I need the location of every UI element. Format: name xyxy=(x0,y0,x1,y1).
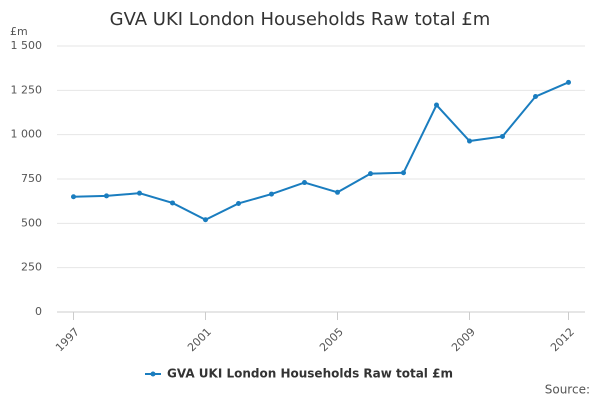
y-tick-label: 750 xyxy=(21,172,42,185)
point xyxy=(137,190,142,196)
legend-label: GVA UKI London Households Raw total £m xyxy=(167,367,453,381)
line xyxy=(73,81,569,221)
point xyxy=(71,194,76,200)
point xyxy=(533,94,538,100)
legend-marker xyxy=(150,371,156,377)
point xyxy=(269,191,274,197)
y-tick-label: 1 500 xyxy=(11,39,43,52)
point xyxy=(566,79,571,85)
chart-title: GVA UKI London Households Raw total £m xyxy=(110,9,491,30)
point xyxy=(236,200,241,206)
y-unit: £m xyxy=(10,25,28,38)
point xyxy=(335,189,340,195)
y-tick-label: 250 xyxy=(21,261,42,274)
point xyxy=(203,217,208,223)
source: Source: xyxy=(545,383,590,397)
x-tick-label: 2001 xyxy=(185,325,214,354)
point xyxy=(434,102,439,108)
point xyxy=(170,200,175,206)
point xyxy=(467,138,472,144)
point xyxy=(302,180,307,186)
point xyxy=(104,193,109,199)
y-tick-label: 1 000 xyxy=(11,128,43,141)
x-tick-label: 2005 xyxy=(317,325,346,354)
point xyxy=(368,171,373,177)
x-tick-label: 2009 xyxy=(449,325,478,354)
y-tick-label: 0 xyxy=(35,305,42,318)
y-tick-label: 1 250 xyxy=(11,83,43,96)
point xyxy=(500,133,505,139)
x-tick-label: 2012 xyxy=(548,325,577,354)
point xyxy=(401,170,406,176)
x-tick-label: 1997 xyxy=(53,325,82,354)
y-tick-label: 500 xyxy=(21,216,42,229)
